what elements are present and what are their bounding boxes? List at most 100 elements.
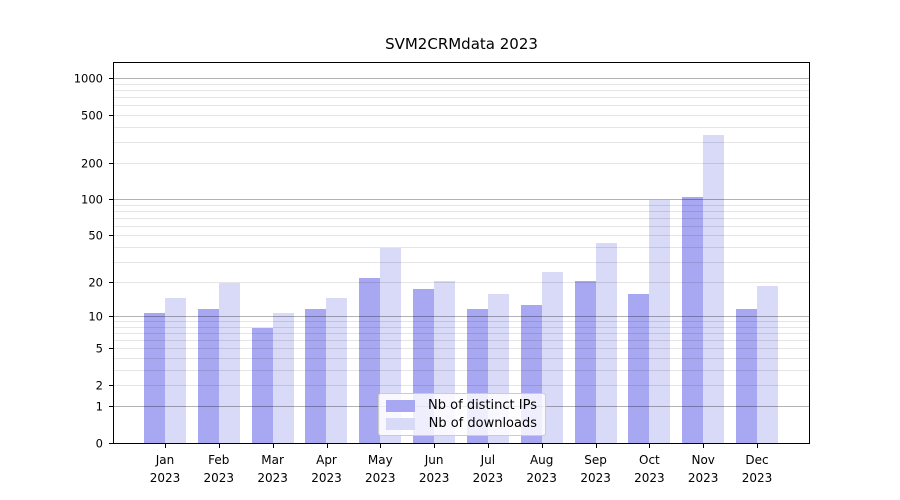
x-tick-mark-sep [595, 444, 597, 448]
gridline-400 [113, 126, 810, 128]
bar-downloads-jan [165, 297, 186, 444]
gridline-4 [113, 358, 810, 359]
plot-area: 0 1 2 5 10 20 50 100 200 500 1000 Jan 2023 Feb 2023 Ma… [74, 62, 810, 485]
x-tick-mark-dec [757, 444, 758, 448]
gridline-90 [113, 204, 810, 206]
legend-row-downloads: Nb of downloads [386, 416, 537, 431]
chart-title: SVM2CRMdata 2023 [385, 35, 538, 53]
bar-distinct-ips-oct [628, 294, 650, 444]
legend-swatch-distinct-ips [386, 399, 415, 412]
y-tick-label-5: 5 [95, 341, 103, 356]
x-tick-label-jan: Jan 2023 [149, 453, 181, 485]
y-tick-label-2: 2 [95, 378, 103, 393]
x-tick-mark-oct [649, 444, 651, 448]
bar-downloads-sep [595, 243, 617, 444]
gridline-1000 [113, 78, 810, 80]
bar-distinct-ips-nov [682, 196, 704, 444]
bar-distinct-ips-may [359, 278, 381, 444]
bar-distinct-ips-feb [197, 308, 219, 444]
gridline-800 [113, 89, 810, 91]
y-tick-mark-100 [109, 199, 113, 201]
gridline-500 [113, 114, 810, 116]
x-tick-label-dec: Dec 2023 [741, 453, 773, 485]
y-tick-label-100: 100 [81, 192, 103, 207]
y-tick-mark-200 [109, 162, 113, 164]
gridline-100 [113, 199, 810, 201]
y-tick-mark-500 [109, 114, 113, 116]
y-tick-label-0: 0 [95, 436, 103, 451]
y-tick-mark-20 [109, 282, 113, 284]
y-tick-label-500: 500 [81, 107, 103, 122]
bar-downloads-aug [541, 271, 563, 444]
x-tick-label-feb: Feb 2023 [203, 453, 235, 485]
y-tick-mark-50 [109, 235, 113, 237]
bar-distinct-ips-dec [736, 308, 758, 444]
gridline-6 [113, 340, 810, 342]
y-tick-label-200: 200 [81, 156, 103, 171]
x-tick-label-nov: Nov 2023 [687, 453, 719, 485]
y-tick-mark-5 [109, 348, 113, 350]
x-tick-label-apr: Apr 2023 [311, 453, 342, 485]
x-tick-mark-may [380, 444, 382, 448]
gridline-200 [113, 162, 810, 164]
x-tick-label-aug: Aug 2023 [526, 453, 557, 485]
x-tick-mark-jul [487, 444, 489, 448]
gridline-7 [113, 333, 810, 335]
legend-swatch-downloads [386, 417, 415, 430]
y-tick-mark-1000 [109, 78, 113, 80]
gridline-30 [113, 261, 810, 263]
y-tick-label-1000: 1000 [73, 71, 103, 86]
y-tick-mark-1 [109, 406, 113, 408]
x-tick-mark-nov [703, 444, 705, 448]
bar-distinct-ips-sep [574, 280, 596, 444]
legend-label-distinct-ips: Nb of distinct IPs [428, 398, 537, 413]
gridline-900 [113, 83, 810, 85]
x-tick-mark-jun [434, 444, 436, 448]
bar-downloads-oct [649, 200, 671, 444]
gridline-2 [113, 385, 810, 386]
y-tick-mark-2 [109, 385, 113, 386]
gridline-700 [113, 97, 810, 98]
x-tick-mark-jan [165, 444, 166, 448]
bar-downloads-mar [272, 312, 294, 444]
x-tick-mark-aug [541, 444, 543, 448]
x-tick-mark-feb [218, 444, 220, 448]
bar-distinct-ips-mar [251, 328, 273, 444]
x-tick-mark-mar [272, 444, 274, 448]
gridline-20 [113, 282, 810, 284]
gridline-80 [113, 210, 810, 212]
gridline-10 [113, 316, 810, 318]
y-tick-label-20: 20 [88, 275, 103, 290]
gridline-300 [113, 141, 810, 143]
x-tick-label-mar: Mar 2023 [257, 453, 288, 485]
bar-downloads-nov [703, 134, 725, 444]
gridline-3 [113, 369, 810, 371]
bar-downloads-dec [757, 285, 779, 444]
y-tick-label-10: 10 [88, 309, 103, 324]
gridline-9 [113, 321, 810, 323]
legend: Nb of distinct IPs Nb of downloads [378, 393, 546, 436]
gridline-60 [113, 225, 810, 227]
legend-row-distinct-ips: Nb of distinct IPs [386, 398, 537, 413]
x-tick-label-may: May 2023 [365, 453, 396, 485]
x-tick-label-jul: Jul 2023 [472, 453, 504, 485]
bar-distinct-ips-apr [305, 308, 327, 444]
bar-distinct-ips-jan [144, 312, 165, 444]
x-tick-label-sep: Sep 2023 [580, 453, 611, 485]
gridline-40 [113, 246, 810, 248]
gridline-600 [113, 105, 810, 107]
gridline-5 [113, 348, 810, 350]
y-tick-label-50: 50 [88, 228, 103, 243]
y-tick-label-1: 1 [95, 399, 103, 414]
x-tick-label-oct: Oct 2023 [634, 453, 665, 485]
gridline-8 [113, 327, 810, 328]
bar-downloads-feb [218, 283, 240, 444]
y-tick-mark-0 [109, 443, 113, 444]
gridline-50 [113, 235, 810, 237]
bar-downloads-apr [326, 297, 348, 444]
legend-label-downloads: Nb of downloads [428, 416, 537, 431]
x-tick-mark-apr [326, 444, 328, 448]
x-tick-label-jun: Jun 2023 [418, 453, 450, 485]
y-tick-mark-10 [109, 316, 113, 318]
